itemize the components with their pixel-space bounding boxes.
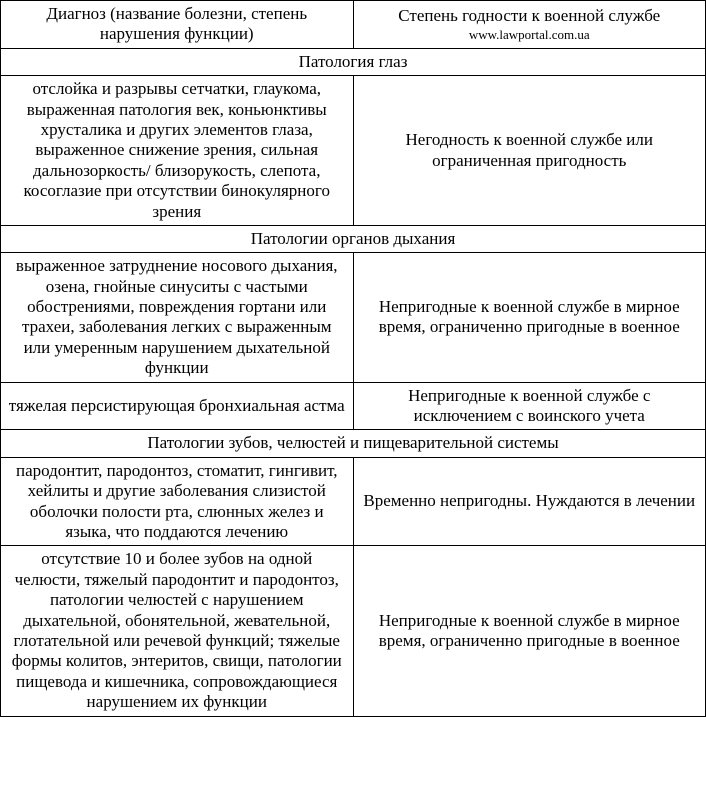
section-title: Патологии органов дыхания bbox=[1, 225, 706, 252]
diagnosis-cell: тяжелая персистирующая бронхиальная астм… bbox=[1, 382, 354, 430]
fitness-cell: Временно непригодны. Нуждаются в лечении bbox=[353, 457, 706, 546]
table-row: тяжелая персистирующая бронхиальная астм… bbox=[1, 382, 706, 430]
header-diagnosis: Диагноз (название болезни, степень наруш… bbox=[1, 1, 354, 49]
header-fitness: Степень годности к военной службе www.la… bbox=[353, 1, 706, 49]
fitness-cell: Непригодные к военной службе с исключени… bbox=[353, 382, 706, 430]
header-fitness-url: www.lawportal.com.ua bbox=[360, 27, 700, 43]
header-fitness-main: Степень годности к военной службе bbox=[398, 6, 660, 25]
table-row: пародонтит, пародонтоз, стоматит, гингив… bbox=[1, 457, 706, 546]
section-title: Патология глаз bbox=[1, 48, 706, 75]
table-row: отсутствие 10 и более зубов на одной чел… bbox=[1, 546, 706, 716]
table-header-row: Диагноз (название болезни, степень наруш… bbox=[1, 1, 706, 49]
section-header-row: Патологии органов дыхания bbox=[1, 225, 706, 252]
diagnosis-cell: отслойка и разрывы сетчатки, глаукома, в… bbox=[1, 76, 354, 226]
section-header-row: Патология глаз bbox=[1, 48, 706, 75]
fitness-cell: Непригодные к военной службе в мирное вр… bbox=[353, 253, 706, 382]
diagnosis-cell: выраженное затруднение носового дыхания,… bbox=[1, 253, 354, 382]
fitness-cell: Негодность к военной службе или ограниче… bbox=[353, 76, 706, 226]
section-header-row: Патологии зубов, челюстей и пищеваритель… bbox=[1, 430, 706, 457]
table-body: Патология глаз отслойка и разрывы сетчат… bbox=[1, 48, 706, 716]
diagnosis-cell: отсутствие 10 и более зубов на одной чел… bbox=[1, 546, 354, 716]
section-title: Патологии зубов, челюстей и пищеваритель… bbox=[1, 430, 706, 457]
table-row: выраженное затруднение носового дыхания,… bbox=[1, 253, 706, 382]
diagnosis-cell: пародонтит, пародонтоз, стоматит, гингив… bbox=[1, 457, 354, 546]
table-row: отслойка и разрывы сетчатки, глаукома, в… bbox=[1, 76, 706, 226]
fitness-cell: Непригодные к военной службе в мирное вр… bbox=[353, 546, 706, 716]
medical-fitness-table: Диагноз (название болезни, степень наруш… bbox=[0, 0, 706, 717]
